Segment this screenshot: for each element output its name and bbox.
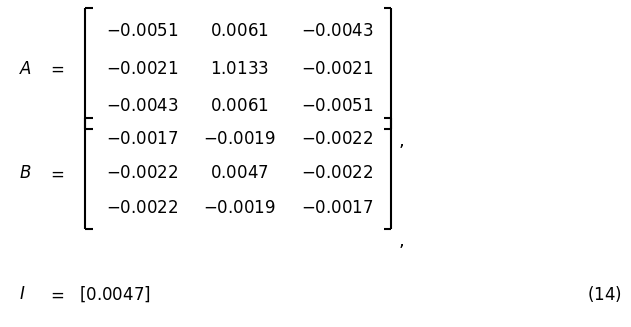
Text: $-0.0019$: $-0.0019$ — [203, 130, 276, 148]
Text: $-0.0022$: $-0.0022$ — [106, 198, 178, 217]
Text: $-0.0043$: $-0.0043$ — [105, 97, 179, 115]
Text: $,$: $,$ — [398, 232, 404, 250]
Text: $-0.0017$: $-0.0017$ — [301, 198, 374, 217]
Text: $-0.0021$: $-0.0021$ — [301, 60, 374, 78]
Text: $0.0047$: $0.0047$ — [210, 164, 269, 182]
Text: $0.0061$: $0.0061$ — [210, 22, 269, 40]
Text: $=$: $=$ — [47, 60, 65, 78]
Text: $I$: $I$ — [19, 285, 25, 303]
Text: $=$: $=$ — [47, 164, 65, 182]
Text: $0.0061$: $0.0061$ — [210, 97, 269, 115]
Text: $-0.0051$: $-0.0051$ — [301, 97, 374, 115]
Text: $-0.0051$: $-0.0051$ — [105, 22, 179, 40]
Text: $-0.0017$: $-0.0017$ — [105, 130, 179, 148]
Text: $A$: $A$ — [19, 60, 32, 78]
Text: $-0.0022$: $-0.0022$ — [302, 164, 374, 182]
Text: $-0.0022$: $-0.0022$ — [302, 130, 374, 148]
Text: $(14)$: $(14)$ — [587, 284, 622, 304]
Text: $-0.0043$: $-0.0043$ — [301, 22, 374, 40]
Text: $-0.0019$: $-0.0019$ — [203, 198, 276, 217]
Text: $-0.0022$: $-0.0022$ — [106, 164, 178, 182]
Text: $B$: $B$ — [19, 164, 32, 182]
Text: $[0.0047]$: $[0.0047]$ — [79, 284, 151, 304]
Text: $1.0133$: $1.0133$ — [210, 60, 269, 78]
Text: $=$: $=$ — [47, 285, 65, 303]
Text: $,$: $,$ — [398, 132, 404, 150]
Text: $-0.0021$: $-0.0021$ — [105, 60, 179, 78]
